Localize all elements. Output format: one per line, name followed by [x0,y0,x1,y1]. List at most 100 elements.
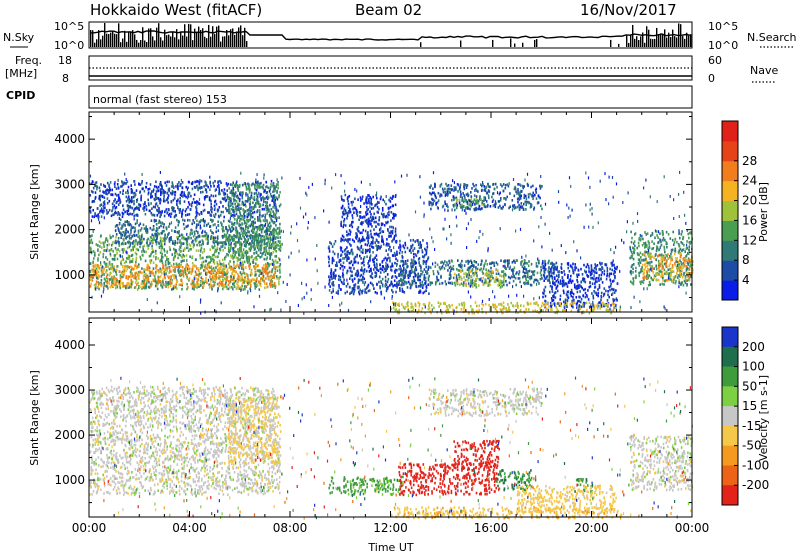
power-cell [425,285,428,289]
power-cell [390,249,392,253]
power-cell [222,275,224,279]
power-cell [530,276,533,279]
power-cell [98,194,101,198]
power-cell [517,188,519,191]
nsky-bar [178,39,180,47]
power-cell [251,223,254,226]
power-cell [149,274,152,277]
power-cell [147,192,150,196]
power-cell [209,270,212,273]
power-cell [513,275,515,279]
power-cell [236,264,238,267]
power-cell [251,235,254,238]
power-cell [116,252,118,255]
power-cell [461,205,464,209]
power-cell [137,232,140,235]
power-cell [195,200,198,203]
power-cell [90,278,93,282]
power-cell [115,273,118,276]
power-cell [185,195,187,199]
power-cell [228,226,231,230]
power-cell [106,239,109,243]
power-cell [516,271,518,274]
power-cell [251,272,253,276]
power-cell [143,285,146,289]
power-cell [378,218,380,222]
power-cell [528,269,531,273]
power-cell [525,197,528,201]
power-cell [348,209,351,213]
power-cell [213,277,215,280]
power-cell [155,233,157,236]
power-cell [254,226,256,229]
power-cell [278,247,280,251]
power-cell [175,283,177,286]
power-cell [128,201,130,204]
power-cell [100,269,103,272]
power-cell [168,212,171,216]
power-cell [234,253,236,257]
power-cell [94,181,97,185]
power-cell [233,210,236,213]
power-cell [399,248,402,252]
power-cell [275,216,277,219]
power-cell [271,283,274,287]
power-cell [130,191,133,194]
power-cell [346,257,348,260]
power-cell [395,253,398,256]
power-cell [489,185,491,189]
power-cell [183,236,185,239]
power-cell [115,241,118,245]
power-cell [279,203,282,206]
power-cell [102,266,105,269]
power-cell [217,184,220,187]
power-cell [216,272,218,275]
power-cell [232,250,235,254]
power-cell [144,259,147,263]
power-cell [206,263,209,266]
power-cell [453,281,456,285]
power-cell [106,247,109,250]
power-cell [500,259,502,262]
power-cell [425,259,428,263]
power-cell [341,238,344,242]
power-cell [244,203,246,206]
power-cell [504,183,507,187]
power-cell [225,285,228,289]
power-cell [240,256,243,259]
power-cell [401,281,403,285]
power-cell [497,206,500,209]
power-cell [187,237,190,240]
power-cell [214,255,216,259]
power-cell [94,212,96,215]
power-cell [231,202,234,205]
power-cell [204,198,206,201]
power-cell [205,236,208,240]
power-cell [104,279,107,282]
power-cell [243,240,245,244]
nsky-bar [160,37,162,47]
power-cell [148,266,150,269]
power-cell [520,263,522,266]
power-cell [244,233,247,237]
power-cell [446,194,449,197]
power-cell [369,219,371,223]
power-cell [551,277,554,280]
power-cell [143,280,145,283]
power-cell [375,266,378,270]
power-cell [548,259,550,263]
power-cell [238,185,240,188]
power-cell [93,269,96,272]
power-cell [520,194,522,198]
power-cell [183,219,186,222]
power-cell [266,237,268,240]
power-cell [499,183,502,186]
power-cell [363,263,365,267]
power-cell [401,273,403,277]
power-cell [150,252,152,256]
power-cell [524,200,527,204]
power-cell [151,269,154,273]
power-cell [377,241,380,244]
power-cell [404,243,407,247]
power-cell [401,283,403,287]
